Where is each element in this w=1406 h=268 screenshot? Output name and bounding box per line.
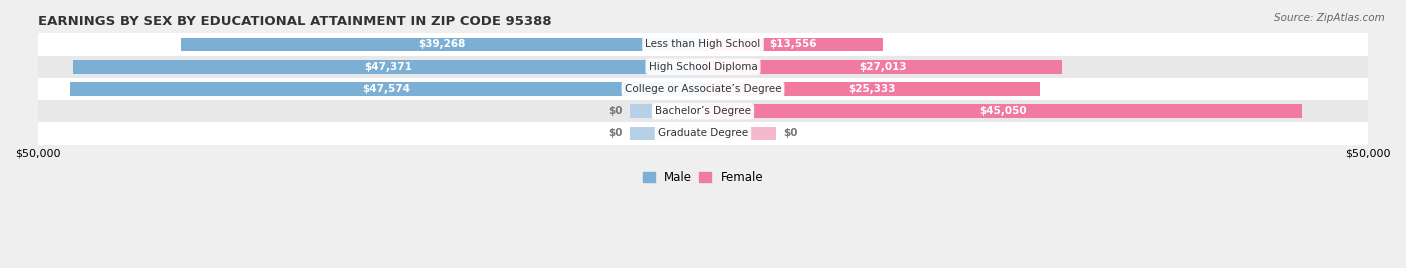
Text: $0: $0 <box>609 128 623 139</box>
Text: High School Diploma: High School Diploma <box>648 62 758 72</box>
Text: EARNINGS BY SEX BY EDUCATIONAL ATTAINMENT IN ZIP CODE 95388: EARNINGS BY SEX BY EDUCATIONAL ATTAINMEN… <box>38 15 551 28</box>
Bar <box>630 104 703 118</box>
Legend: Male, Female: Male, Female <box>638 166 768 189</box>
Text: $45,050: $45,050 <box>979 106 1026 116</box>
Bar <box>630 126 703 140</box>
Bar <box>38 33 1368 55</box>
Text: Graduate Degree: Graduate Degree <box>658 128 748 139</box>
Bar <box>38 100 1368 122</box>
Text: $39,268: $39,268 <box>418 39 465 50</box>
Bar <box>703 126 776 140</box>
Text: $25,333: $25,333 <box>848 84 896 94</box>
Bar <box>38 55 1368 78</box>
Text: $47,574: $47,574 <box>363 84 411 94</box>
Bar <box>703 82 1040 96</box>
Bar <box>38 122 1368 145</box>
Text: Less than High School: Less than High School <box>645 39 761 50</box>
Text: Bachelor’s Degree: Bachelor’s Degree <box>655 106 751 116</box>
Text: $13,556: $13,556 <box>769 39 817 50</box>
Bar <box>703 60 1063 74</box>
Bar <box>38 78 1368 100</box>
Bar <box>180 38 703 51</box>
Text: Source: ZipAtlas.com: Source: ZipAtlas.com <box>1274 13 1385 23</box>
Text: $47,371: $47,371 <box>364 62 412 72</box>
Bar <box>73 60 703 74</box>
Text: $0: $0 <box>609 106 623 116</box>
Bar <box>703 104 1302 118</box>
Text: $0: $0 <box>783 128 797 139</box>
Text: $27,013: $27,013 <box>859 62 907 72</box>
Bar <box>703 38 883 51</box>
Text: College or Associate’s Degree: College or Associate’s Degree <box>624 84 782 94</box>
Bar <box>70 82 703 96</box>
